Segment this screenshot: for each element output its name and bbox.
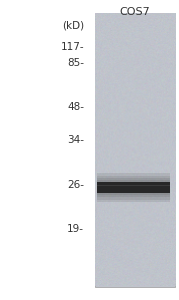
Text: 19-: 19- bbox=[67, 224, 84, 235]
Text: 117-: 117- bbox=[61, 41, 84, 52]
Bar bbox=[95, 14, 175, 286]
Bar bbox=[97, 180, 170, 195]
Text: (kD): (kD) bbox=[62, 20, 84, 31]
Bar bbox=[97, 182, 170, 193]
Bar bbox=[97, 178, 170, 197]
Text: 26-: 26- bbox=[67, 179, 84, 190]
Bar bbox=[97, 184, 170, 186]
Text: COS7: COS7 bbox=[120, 7, 151, 16]
Text: 85-: 85- bbox=[67, 58, 84, 68]
Bar bbox=[97, 173, 170, 202]
Text: 34-: 34- bbox=[67, 134, 84, 145]
Bar bbox=[97, 176, 170, 200]
Text: 48-: 48- bbox=[67, 101, 84, 112]
